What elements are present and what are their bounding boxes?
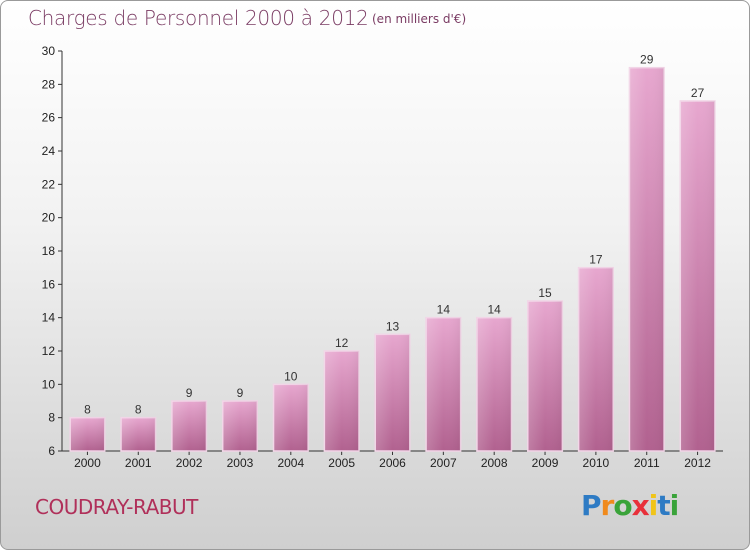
data-label: 27 — [691, 86, 705, 100]
bar-shine — [70, 417, 105, 451]
bar-shine — [476, 317, 512, 451]
data-label: 29 — [640, 53, 654, 67]
bar-shine — [527, 301, 563, 451]
y-tick-label: 16 — [42, 277, 56, 291]
y-tick-label: 8 — [48, 411, 55, 425]
x-tick-label: 2008 — [481, 456, 508, 470]
bar-shine — [629, 67, 665, 452]
bar-shine — [324, 351, 359, 451]
x-tick-label: 2011 — [634, 456, 660, 470]
bar-shine — [375, 334, 410, 451]
logo-letter: o — [613, 489, 632, 522]
y-tick-label: 10 — [42, 377, 56, 391]
proxiti-logo: Proxiti — [581, 489, 680, 522]
data-label: 8 — [135, 403, 142, 417]
y-tick-label: 6 — [48, 444, 55, 458]
data-label: 14 — [488, 303, 502, 317]
y-tick-label: 14 — [42, 311, 56, 325]
bar-shine — [273, 384, 309, 451]
data-label: 10 — [284, 369, 298, 383]
y-tick-label: 20 — [42, 211, 56, 225]
y-tick-label: 18 — [42, 244, 56, 258]
data-label: 15 — [538, 286, 552, 300]
chart-title: Charges de Personnel 2000 à 2012 — [28, 6, 369, 30]
logo-letter: t — [657, 489, 670, 522]
bar-shine — [680, 101, 715, 451]
y-tick-label: 12 — [42, 344, 56, 358]
logo-letter: x — [631, 489, 650, 522]
x-tick-label: 2001 — [125, 456, 152, 470]
x-tick-label: 2006 — [379, 456, 406, 470]
bar-shine — [222, 401, 258, 451]
x-tick-label: 2009 — [532, 456, 559, 470]
logo-letter: P — [581, 489, 602, 522]
logo-letter: r — [600, 489, 615, 522]
bar-shine — [120, 417, 156, 451]
y-tick-label: 30 — [42, 44, 56, 58]
data-label: 13 — [386, 319, 400, 333]
data-label: 17 — [589, 253, 603, 267]
data-label: 14 — [437, 303, 451, 317]
data-label: 9 — [186, 386, 193, 400]
x-tick-label: 2010 — [583, 456, 610, 470]
chart-subtitle: (en milliers d'€) — [372, 12, 467, 26]
bar-shine — [426, 317, 461, 451]
logo-letter: i — [669, 489, 680, 522]
x-tick-label: 2012 — [684, 456, 711, 470]
commune-name: COUDRAY-RABUT — [35, 495, 198, 519]
data-label: 9 — [237, 386, 244, 400]
bar-shine — [171, 401, 207, 451]
x-tick-label: 2007 — [430, 456, 457, 470]
data-label: 8 — [84, 403, 91, 417]
x-tick-label: 2005 — [328, 456, 355, 470]
bar-shine — [578, 267, 614, 451]
x-tick-label: 2003 — [227, 456, 254, 470]
y-tick-label: 26 — [42, 111, 56, 125]
y-tick-label: 24 — [42, 144, 56, 158]
x-tick-label: 2000 — [74, 456, 101, 470]
logo-letter: i — [648, 489, 659, 522]
x-tick-label: 2002 — [176, 456, 203, 470]
x-tick-label: 2004 — [277, 456, 304, 470]
y-tick-label: 28 — [42, 77, 56, 91]
y-tick-label: 22 — [42, 177, 56, 191]
data-label: 12 — [335, 336, 349, 350]
